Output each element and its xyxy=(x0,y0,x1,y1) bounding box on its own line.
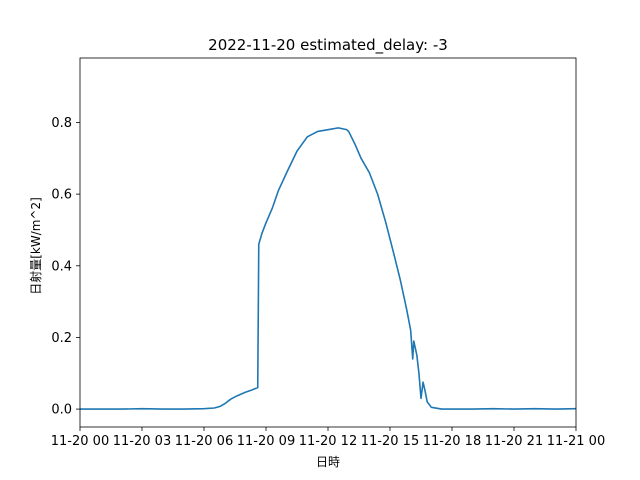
x-tick-label-8: 11-21 00 xyxy=(547,434,605,449)
plot-area: 11-20 00 11-20 03 11-20 06 11-20 09 11-20 12… xyxy=(51,57,605,449)
x-tick-label-0: 11-20 00 xyxy=(51,434,109,449)
y-tick-label-4: 0.8 xyxy=(51,116,72,131)
y-tick-label-2: 0.4 xyxy=(51,259,72,274)
y-tick-label-1: 0.2 xyxy=(51,331,72,346)
chart-title: 2022-11-20 estimated_delay: -3 xyxy=(208,36,448,55)
x-tick-label-1: 11-20 03 xyxy=(113,434,171,449)
x-tick-label-7: 11-20 21 xyxy=(485,434,543,449)
x-tick-label-4: 11-20 12 xyxy=(299,434,357,449)
plot-frame xyxy=(79,57,577,428)
x-tick-label-5: 11-20 15 xyxy=(361,434,419,449)
series-line-0 xyxy=(80,127,577,410)
x-tick-label-6: 11-20 18 xyxy=(423,434,481,449)
x-axis-title: 日時 xyxy=(316,455,340,469)
y-tick-label-0: 0.0 xyxy=(51,403,72,418)
x-tick-label-3: 11-20 09 xyxy=(237,434,295,449)
y-axis-title: 日射量[kW/m^2] xyxy=(28,197,43,295)
x-tick-label-2: 11-20 06 xyxy=(175,434,233,449)
y-tick-label-3: 0.6 xyxy=(51,188,72,203)
